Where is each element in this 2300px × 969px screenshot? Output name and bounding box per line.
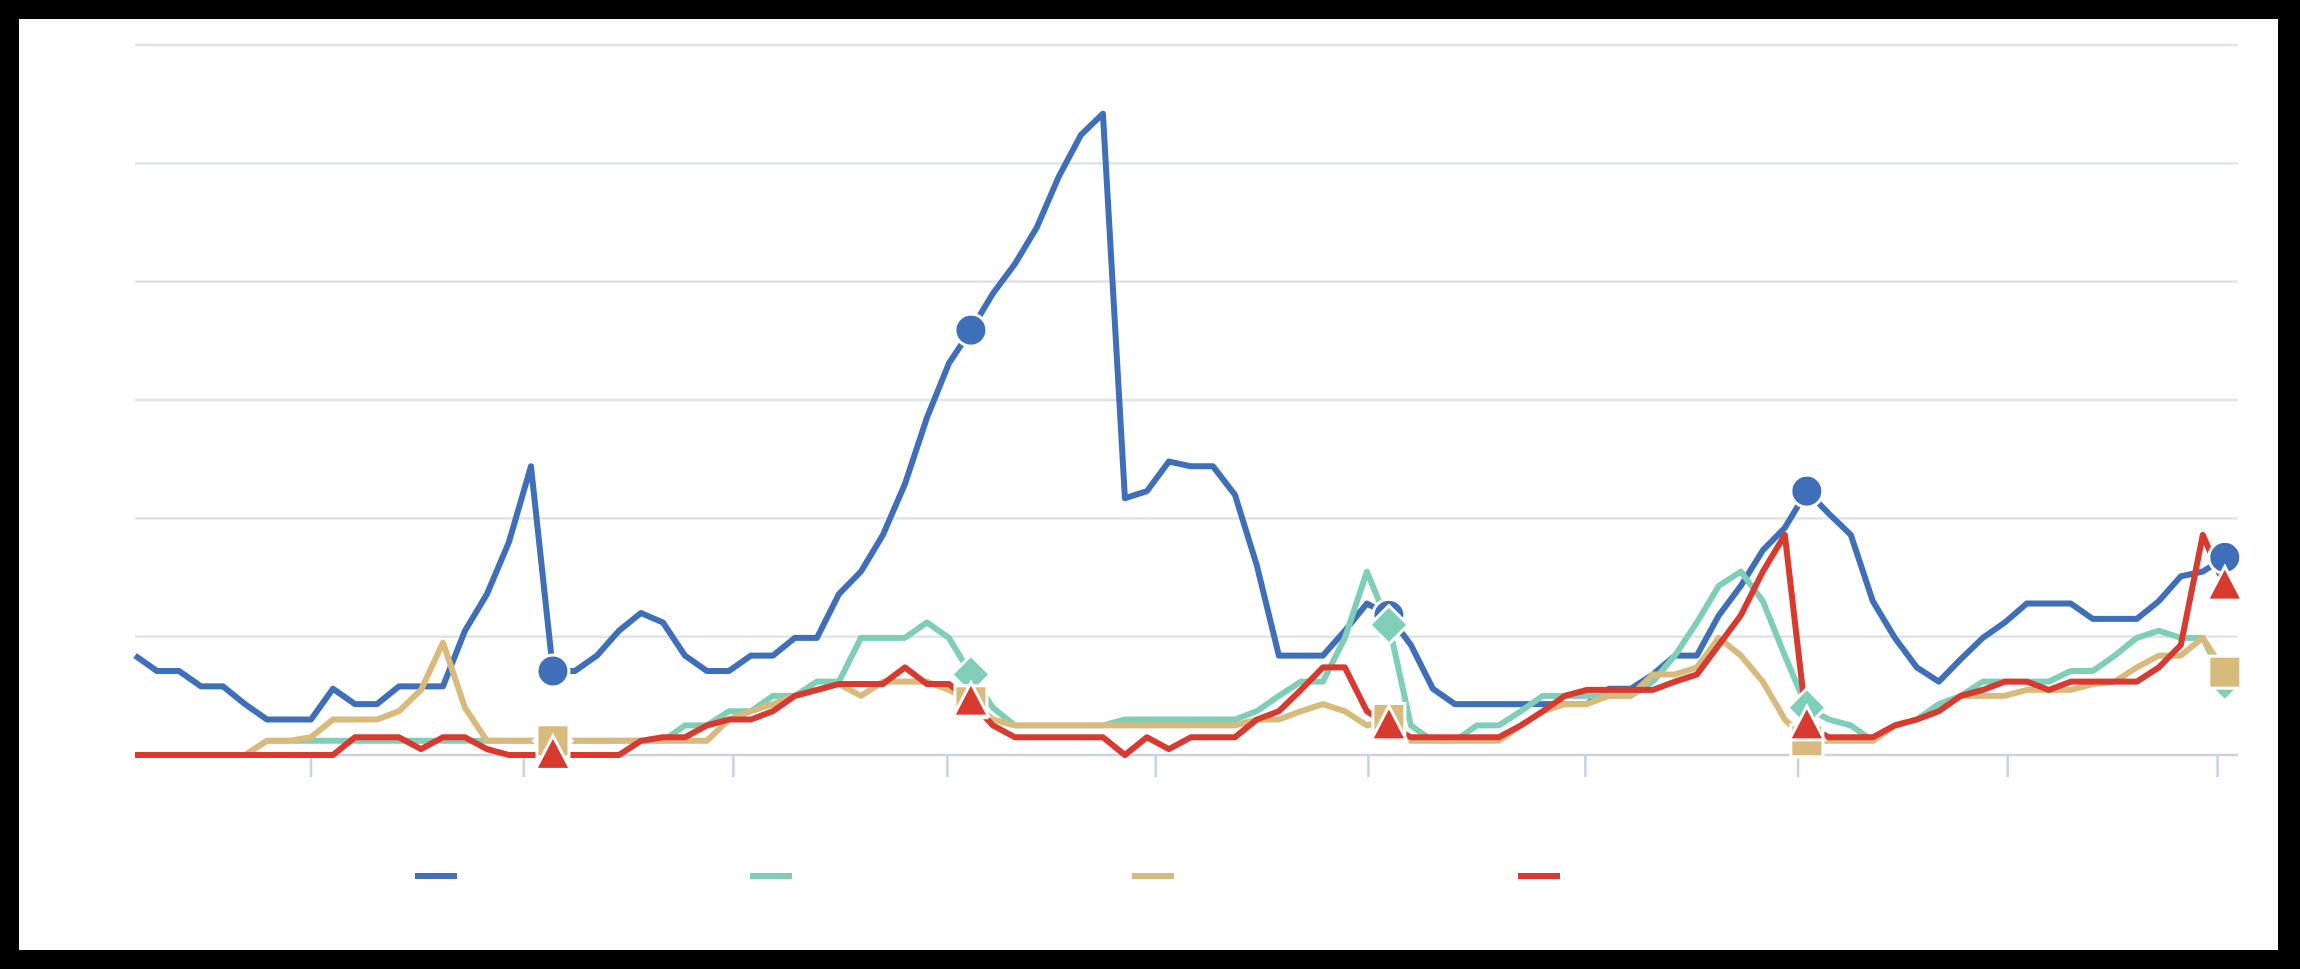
marker <box>2207 654 2243 690</box>
marker <box>953 312 989 348</box>
marker <box>950 679 991 718</box>
marker <box>1367 603 1411 647</box>
marker <box>1789 473 1825 509</box>
marker <box>532 732 574 771</box>
series-line <box>135 531 2228 758</box>
marker <box>1368 702 1409 742</box>
marker <box>1786 702 1827 742</box>
series-line <box>133 110 2227 723</box>
marker <box>2204 563 2245 602</box>
marker <box>535 653 571 689</box>
